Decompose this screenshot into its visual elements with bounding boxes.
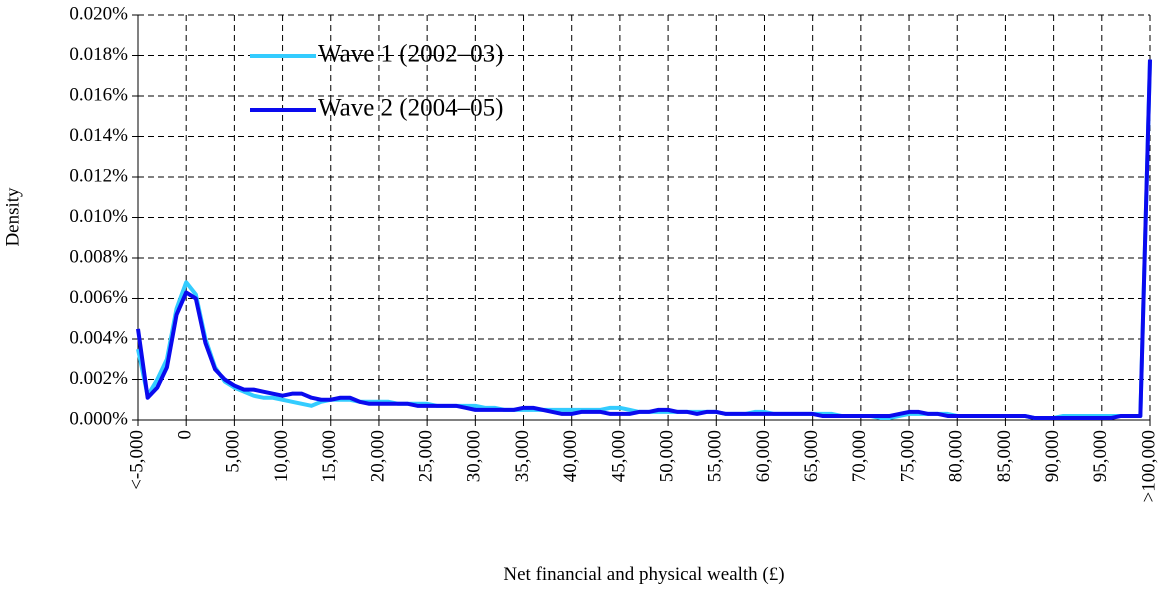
x-tick-label: 65,000 (801, 430, 822, 482)
legend-label: Wave 2 (2004–05) (318, 95, 503, 122)
y-tick-label: 0.002% (69, 368, 128, 389)
x-tick-label: 95,000 (1090, 430, 1111, 482)
y-tick-label: 0.006% (69, 287, 128, 308)
x-tick-label: 0 (175, 430, 196, 440)
x-tick-label: 70,000 (849, 430, 870, 482)
x-tick-label: 85,000 (994, 430, 1015, 482)
y-tick-label: 0.012% (69, 165, 128, 186)
y-tick-label: 0.010% (69, 206, 128, 227)
y-tick-label: 0.008% (69, 246, 128, 267)
x-tick-label: 25,000 (416, 430, 437, 482)
x-axis-label: Net financial and physical wealth (£) (503, 564, 784, 585)
series-line (136, 59, 1152, 420)
x-tick-label: 55,000 (705, 430, 726, 482)
x-tick-label: 40,000 (560, 430, 581, 482)
x-tick-label: 50,000 (656, 430, 677, 482)
x-tick-label: <-5,000 (126, 430, 147, 490)
y-tick-label: 0.020% (69, 3, 128, 24)
y-tick-label: 0.000% (69, 408, 128, 429)
x-tick-label: 35,000 (512, 430, 533, 482)
y-tick-label: 0.004% (69, 327, 128, 348)
x-tick-label: 80,000 (946, 430, 967, 482)
y-tick-label: 0.014% (69, 125, 128, 146)
x-tick-label: 5,000 (223, 430, 244, 473)
y-tick-label: 0.018% (69, 44, 128, 65)
x-tick-label: 10,000 (271, 430, 292, 482)
x-tick-label: 90,000 (1042, 430, 1063, 482)
x-tick-label: 75,000 (897, 430, 918, 482)
y-tick-label: 0.016% (69, 84, 128, 105)
y-axis-label: Density (2, 187, 23, 247)
legend-label: Wave 1 (2002–03) (318, 41, 503, 68)
x-tick-label: 60,000 (753, 430, 774, 482)
x-tick-label: 45,000 (608, 430, 629, 482)
x-tick-label: 20,000 (367, 430, 388, 482)
x-tick-label: 30,000 (464, 430, 485, 482)
x-tick-label: >100,000 (1138, 430, 1159, 502)
series-line (136, 59, 1152, 420)
x-tick-label: 15,000 (319, 430, 340, 482)
